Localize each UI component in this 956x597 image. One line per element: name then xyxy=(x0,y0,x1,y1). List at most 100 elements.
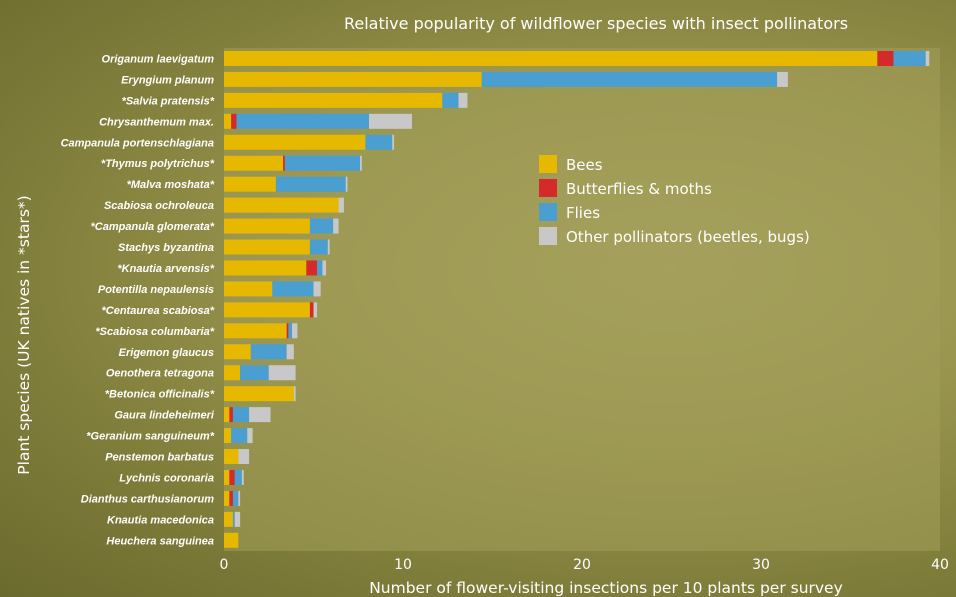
bar-segment xyxy=(275,176,346,192)
y-tick-labels: Origanum laevigatum Eryngium planum *Salvi… xyxy=(61,53,215,547)
y-tick-label: Lychnis coronaria xyxy=(119,472,214,484)
bar-segment xyxy=(240,365,269,381)
y-tick-label: Scabiosa ochroleuca xyxy=(104,200,214,212)
bar-segment xyxy=(232,511,235,527)
bar-segment xyxy=(224,134,366,150)
legend-swatch xyxy=(539,227,557,245)
bar-segment xyxy=(777,71,788,87)
bar-segment xyxy=(345,176,348,192)
y-tick-label: Stachys byzantina xyxy=(118,242,214,254)
bar-segment xyxy=(284,155,361,171)
y-axis-label: Plant species (UK natives in *stars*) xyxy=(15,195,33,474)
bar-segment xyxy=(247,428,253,444)
legend: Bees Butterflies & moths Flies Other pollin… xyxy=(539,155,810,246)
legend-swatch xyxy=(539,179,557,197)
bar-segment xyxy=(224,71,482,87)
bar-segment xyxy=(224,239,310,255)
legend-label: Flies xyxy=(566,204,600,222)
bar-segment xyxy=(292,323,298,339)
bar-segment xyxy=(224,197,339,213)
bar-segment xyxy=(481,71,778,87)
legend-label: Other pollinators (beetles, bugs) xyxy=(566,228,810,246)
bar-segment xyxy=(442,92,459,108)
bar-segment xyxy=(365,134,393,150)
bar-segment xyxy=(229,469,235,485)
bar-segment xyxy=(322,260,327,276)
bar-segment xyxy=(224,511,233,527)
bar-segment xyxy=(283,155,285,171)
y-tick-label: Chrysanthemum max. xyxy=(99,116,214,128)
bar-segment xyxy=(286,323,289,339)
bar-segment xyxy=(309,239,328,255)
bar-segment xyxy=(877,50,894,66)
bar-segment xyxy=(232,407,250,423)
bar-segment xyxy=(232,490,239,506)
y-tick-label: *Centaurea scabiosa* xyxy=(102,305,215,317)
bar-segment xyxy=(224,344,251,360)
y-tick-label: Knautia macedonica xyxy=(107,514,214,526)
y-tick-label: *Scabiosa columbaria* xyxy=(95,326,214,338)
bar-segment xyxy=(238,449,250,465)
bar-segment xyxy=(224,281,273,297)
y-tick-label: Penstemon barbatus xyxy=(105,452,214,464)
bar-segment xyxy=(327,239,330,255)
bar-segment xyxy=(224,260,307,276)
bar-segment xyxy=(229,490,233,506)
y-tick-label: Gaura lindeheimeri xyxy=(114,410,215,422)
bar-segment xyxy=(238,490,241,506)
bar-segment xyxy=(293,386,296,402)
bar-segment xyxy=(224,428,232,444)
bar-segment xyxy=(250,344,287,360)
bars-group xyxy=(224,50,930,548)
bar-segment xyxy=(313,281,321,297)
bar-segment xyxy=(309,302,314,318)
bar-segment xyxy=(224,176,276,192)
bar-segment xyxy=(224,218,310,234)
bar-segment xyxy=(268,365,296,381)
bar-segment xyxy=(360,155,362,171)
bar-segment xyxy=(224,302,310,318)
y-tick-label: *Salvia pratensis* xyxy=(122,95,215,107)
bar-segment xyxy=(368,113,412,129)
bar-segment xyxy=(458,92,468,108)
x-tick-label: 0 xyxy=(220,557,229,573)
bar-segment xyxy=(224,490,230,506)
x-tick-label: 30 xyxy=(752,557,770,573)
y-tick-label: *Campanula glomerata* xyxy=(91,221,215,233)
bar-segment xyxy=(224,113,232,129)
bar-segment xyxy=(309,218,334,234)
y-tick-label: Erigemon glaucus xyxy=(119,347,214,359)
y-tick-label: *Knautia arvensis* xyxy=(117,263,214,275)
bar-segment xyxy=(313,302,318,318)
bar-segment xyxy=(317,260,323,276)
bar-segment xyxy=(288,323,293,339)
bar-segment xyxy=(249,407,271,423)
bar-segment xyxy=(241,469,244,485)
x-tick-label: 20 xyxy=(573,557,591,573)
bar-segment xyxy=(306,260,318,276)
y-tick-label: Origanum laevigatum xyxy=(102,53,215,65)
bar-segment xyxy=(224,407,230,423)
bar-segment xyxy=(234,511,241,527)
bar-segment xyxy=(231,113,237,129)
plot-area xyxy=(224,48,940,551)
bar-segment xyxy=(224,386,294,402)
bar-segment xyxy=(925,50,930,66)
y-tick-label: *Betonica officinalis* xyxy=(105,389,215,401)
y-tick-label: Dianthus carthusianorum xyxy=(81,493,214,505)
bar-segment xyxy=(224,532,239,548)
bar-segment xyxy=(224,50,878,66)
bar-segment xyxy=(338,197,344,213)
bar-segment xyxy=(236,113,369,129)
bar-segment xyxy=(224,323,287,339)
bar-segment xyxy=(893,50,926,66)
x-axis-label: Number of flower-visiting insections per… xyxy=(369,579,843,597)
x-tick-label: 10 xyxy=(394,557,412,573)
legend-label: Butterflies & moths xyxy=(566,180,712,198)
bar-segment xyxy=(392,134,395,150)
bar-segment xyxy=(286,344,294,360)
bar-segment xyxy=(224,92,443,108)
y-tick-label: Heuchera sanguinea xyxy=(106,535,214,547)
chart-title: Relative popularity of wildflower specie… xyxy=(344,14,848,33)
